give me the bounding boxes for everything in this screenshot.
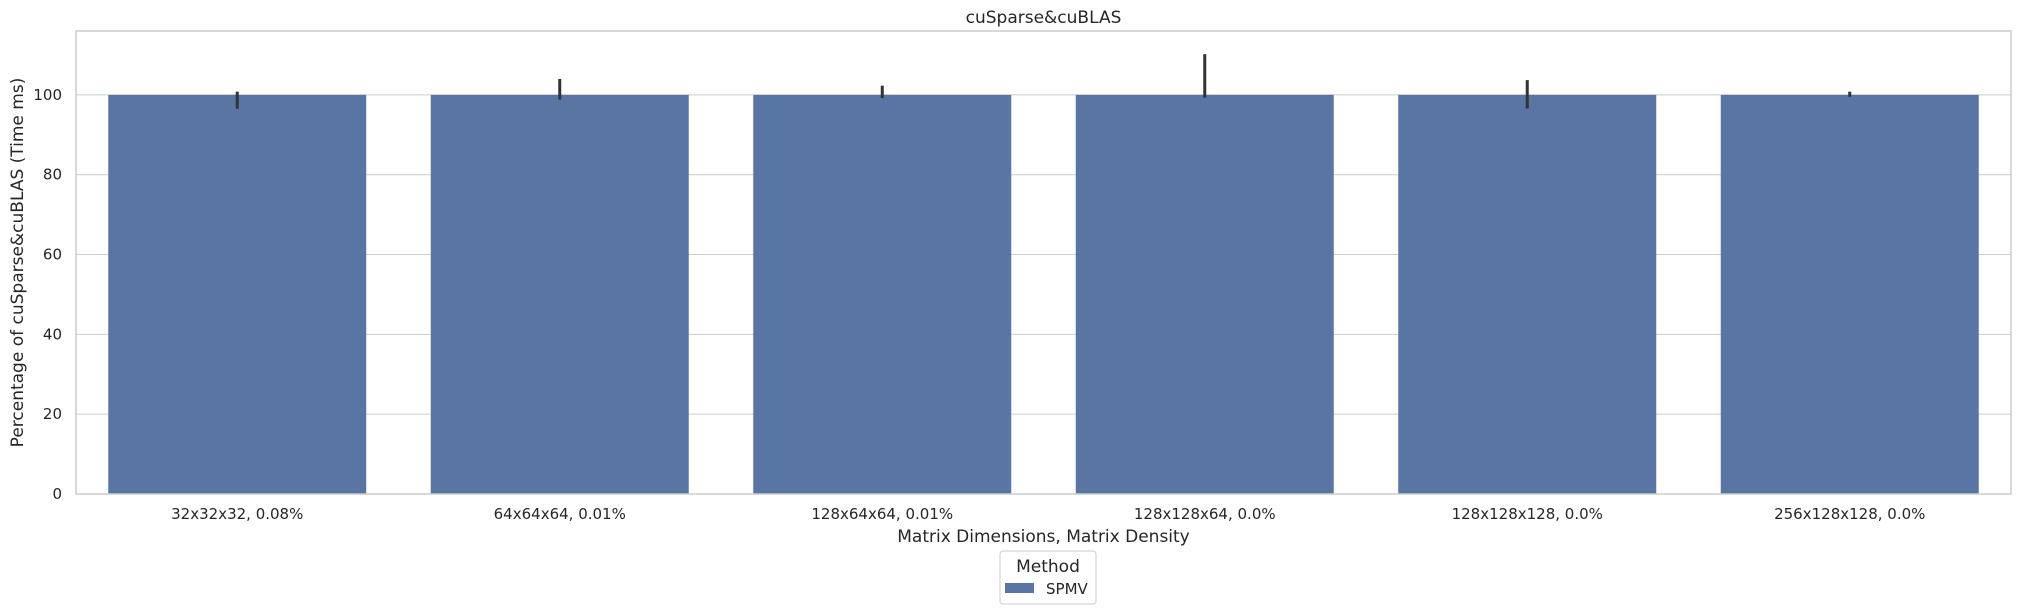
x-axis-label: Matrix Dimensions, Matrix Density [897, 527, 1190, 547]
bar [1398, 94, 1657, 495]
bar [1075, 94, 1334, 495]
bar [753, 94, 1012, 495]
plot-frame [75, 30, 2012, 495]
bar [108, 94, 367, 495]
x-tick-label: 256x128x128, 0.0% [1774, 505, 1925, 523]
y-ticks: 0 20 40 60 80 100 [33, 86, 62, 503]
y-tick-label: 0 [52, 485, 62, 503]
legend-label-spmv: SPMV [1046, 580, 1089, 598]
bar [430, 94, 689, 495]
x-ticks: 32x32x32, 0.08% 64x64x64, 0.01% 128x64x64,… [171, 505, 1925, 523]
x-tick-label: 128x128x64, 0.0% [1134, 505, 1276, 523]
y-tick-label: 80 [43, 166, 62, 184]
legend-swatch-spmv [1005, 583, 1034, 593]
x-tick-label: 32x32x32, 0.08% [171, 505, 303, 523]
legend-title: Method [1016, 557, 1080, 577]
x-tick-label: 128x128x128, 0.0% [1452, 505, 1603, 523]
x-tick-label: 128x64x64, 0.01% [811, 505, 953, 523]
y-tick-label: 40 [43, 325, 62, 343]
chart-title: cuSparse&cuBLAS [966, 8, 1122, 28]
bar [1720, 94, 1979, 495]
bars [108, 94, 1979, 495]
legend: Method SPMV [999, 550, 1097, 605]
x-tick-label: 64x64x64, 0.01% [494, 505, 626, 523]
y-axis-label: Percentage of cuSparse&cuBLAS (Time ms) [8, 78, 28, 448]
error-bars [235, 54, 1852, 109]
y-tick-label: 60 [43, 246, 62, 264]
y-tick-label: 100 [33, 86, 62, 104]
y-tick-label: 20 [43, 405, 62, 423]
